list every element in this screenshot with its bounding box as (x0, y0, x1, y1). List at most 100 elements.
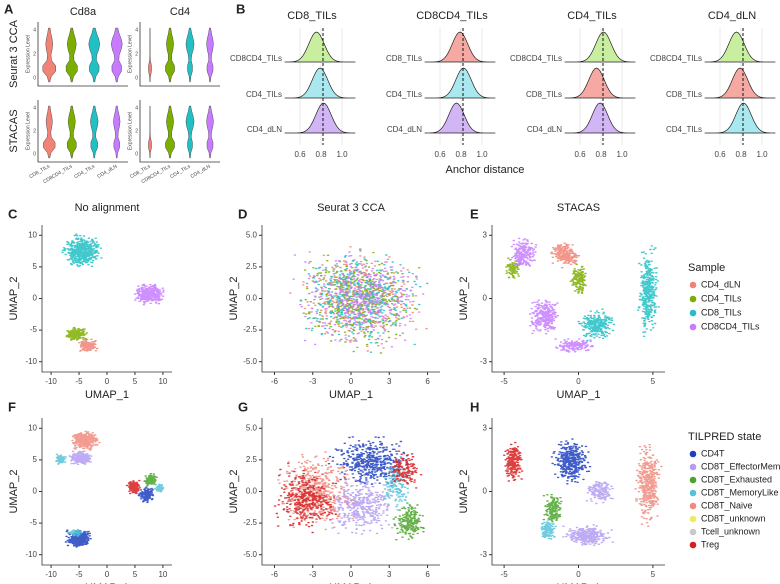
x-tick-label: 0.8 (455, 150, 467, 159)
x-tick-label: 6 (425, 377, 430, 386)
x-axis-label: UMAP_1 (85, 582, 129, 584)
y-axis-label: UMAP_2 (228, 469, 240, 513)
column-title: Cd8a (70, 6, 97, 18)
subpanel-title: CD4_dLN (708, 10, 756, 22)
x-tick-label: 0 (105, 377, 110, 386)
x-tick-label: 5 (651, 570, 656, 579)
row-title: Seurat 3 CCA (8, 19, 20, 88)
legend-label: CD4_TILs (701, 293, 742, 303)
subpanel-title: CD8_TILs (287, 10, 337, 22)
ridge (424, 102, 495, 134)
cell-cloud (504, 257, 587, 294)
cell-cloud (550, 242, 581, 269)
x-axis-label: UMAP_1 (85, 389, 129, 401)
y-tick-label: -2.5 (243, 325, 257, 334)
cell-cloud (542, 494, 563, 523)
y-axis-label: Expression Level (25, 112, 31, 150)
violin (90, 105, 99, 159)
y-tick-label: -3 (480, 357, 488, 366)
column-title: Cd4 (170, 6, 190, 18)
panel-letter: D (238, 206, 247, 221)
legend-label: Treg (701, 539, 719, 549)
violin (206, 105, 214, 159)
x-tick-label: 5 (133, 377, 138, 386)
panel-title: No alignment (75, 202, 140, 214)
subpanel-title: CD8CD4_TILs (416, 10, 488, 22)
legend-swatch (689, 476, 697, 484)
y-tick-label: 0 (33, 294, 38, 303)
y-axis-label: UMAP_2 (8, 469, 20, 513)
legend-label: CD8T_Naive (701, 500, 753, 510)
y-tick-label: 10 (28, 423, 37, 432)
x-tick-label: 0.8 (595, 150, 607, 159)
ridge-label: CD4_TILs (246, 90, 282, 99)
ridge-label: CD8_TILs (386, 54, 422, 63)
panel-letter: A (4, 1, 14, 16)
y-tick-label: 4 (33, 27, 36, 33)
x-tick-label: 0 (349, 377, 354, 386)
x-tick-label: -6 (271, 377, 279, 386)
x-tick-label: 1.0 (336, 150, 348, 159)
x-axis-label: UMAP_1 (329, 389, 373, 401)
violin (66, 105, 77, 159)
x-tick-label: 0.6 (574, 150, 586, 159)
ridge-label: CD8_TILs (666, 90, 702, 99)
axis-frame (139, 22, 220, 87)
x-tick-label: 1.0 (476, 150, 488, 159)
legend-swatch (689, 515, 697, 523)
y-tick-label: 5.0 (246, 423, 258, 432)
violin (43, 105, 56, 159)
x-tick-label: 6 (425, 570, 430, 579)
ridge (704, 31, 776, 63)
x-tick-label: -5 (501, 570, 509, 579)
violin (165, 27, 175, 83)
x-tick-label: 5 (651, 377, 656, 386)
ridge-label: CD8CD4_TILs (510, 54, 562, 63)
ridge-label: CD4_TILs (666, 125, 702, 134)
y-axis-label: Expression Level (127, 112, 133, 150)
panel-title: Seurat 3 CCA (317, 202, 386, 214)
x-tick-label: 0 (576, 570, 581, 579)
axis-frame (37, 100, 128, 163)
cell-cloud (503, 441, 524, 482)
violin (113, 105, 121, 159)
panel-letter: B (236, 1, 245, 16)
cell-cloud (299, 250, 421, 354)
ridge-label: CD4_dLN (387, 125, 422, 134)
y-tick-label: 5.0 (246, 230, 258, 239)
y-tick-label: 0 (483, 487, 488, 496)
ridge (284, 67, 356, 99)
y-tick-label: -2.5 (243, 518, 257, 527)
x-tick-label: 5 (133, 570, 138, 579)
y-tick-label: -5.0 (243, 357, 257, 366)
cell-cloud (321, 479, 394, 535)
cell-cloud (78, 338, 99, 352)
legend-label: CD4_dLN (701, 279, 741, 289)
y-tick-label: 0 (483, 294, 488, 303)
ridge (705, 102, 776, 134)
x-axis-label: Anchor distance (446, 164, 525, 176)
y-tick-label: 0.0 (246, 487, 258, 496)
x-tick-label: -10 (45, 377, 57, 386)
x-tick-label: 1.0 (756, 150, 768, 159)
y-tick-label: -5 (30, 325, 38, 334)
x-tick-label: 1.0 (616, 150, 628, 159)
legend-swatch (689, 489, 697, 497)
axis-frame (41, 418, 172, 566)
x-tick-label: -5 (75, 570, 83, 579)
legend-label: CD4T (701, 448, 725, 458)
ridge-label: CD4_TILs (386, 90, 422, 99)
y-tick-label: 2 (135, 128, 138, 134)
x-axis-label: UMAP_1 (556, 389, 600, 401)
x-tick-label: CD4_TILs (73, 163, 96, 180)
y-axis-label: Expression Level (127, 35, 133, 73)
legend-label: CD8T_MemoryLike (701, 487, 779, 497)
legend-label: CD8_TILs (701, 307, 742, 317)
panel-letter: C (8, 206, 18, 221)
cell-cloud (550, 438, 592, 485)
cell-cloud (577, 245, 661, 342)
ridge (284, 31, 356, 63)
y-tick-label: 0 (33, 151, 36, 157)
x-tick-label: 0.6 (714, 150, 726, 159)
panel-letter: H (470, 399, 479, 414)
